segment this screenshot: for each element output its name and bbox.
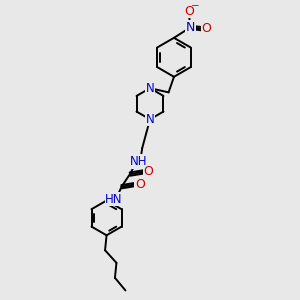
Text: N: N (186, 21, 195, 34)
Text: O: O (135, 178, 145, 191)
Text: NH: NH (130, 155, 147, 168)
Text: N: N (146, 113, 154, 126)
Text: O: O (184, 5, 194, 18)
Text: HN: HN (105, 193, 123, 206)
Text: O: O (143, 165, 153, 178)
Text: O: O (202, 22, 212, 35)
Text: N: N (146, 82, 154, 95)
Text: −: − (191, 2, 200, 11)
